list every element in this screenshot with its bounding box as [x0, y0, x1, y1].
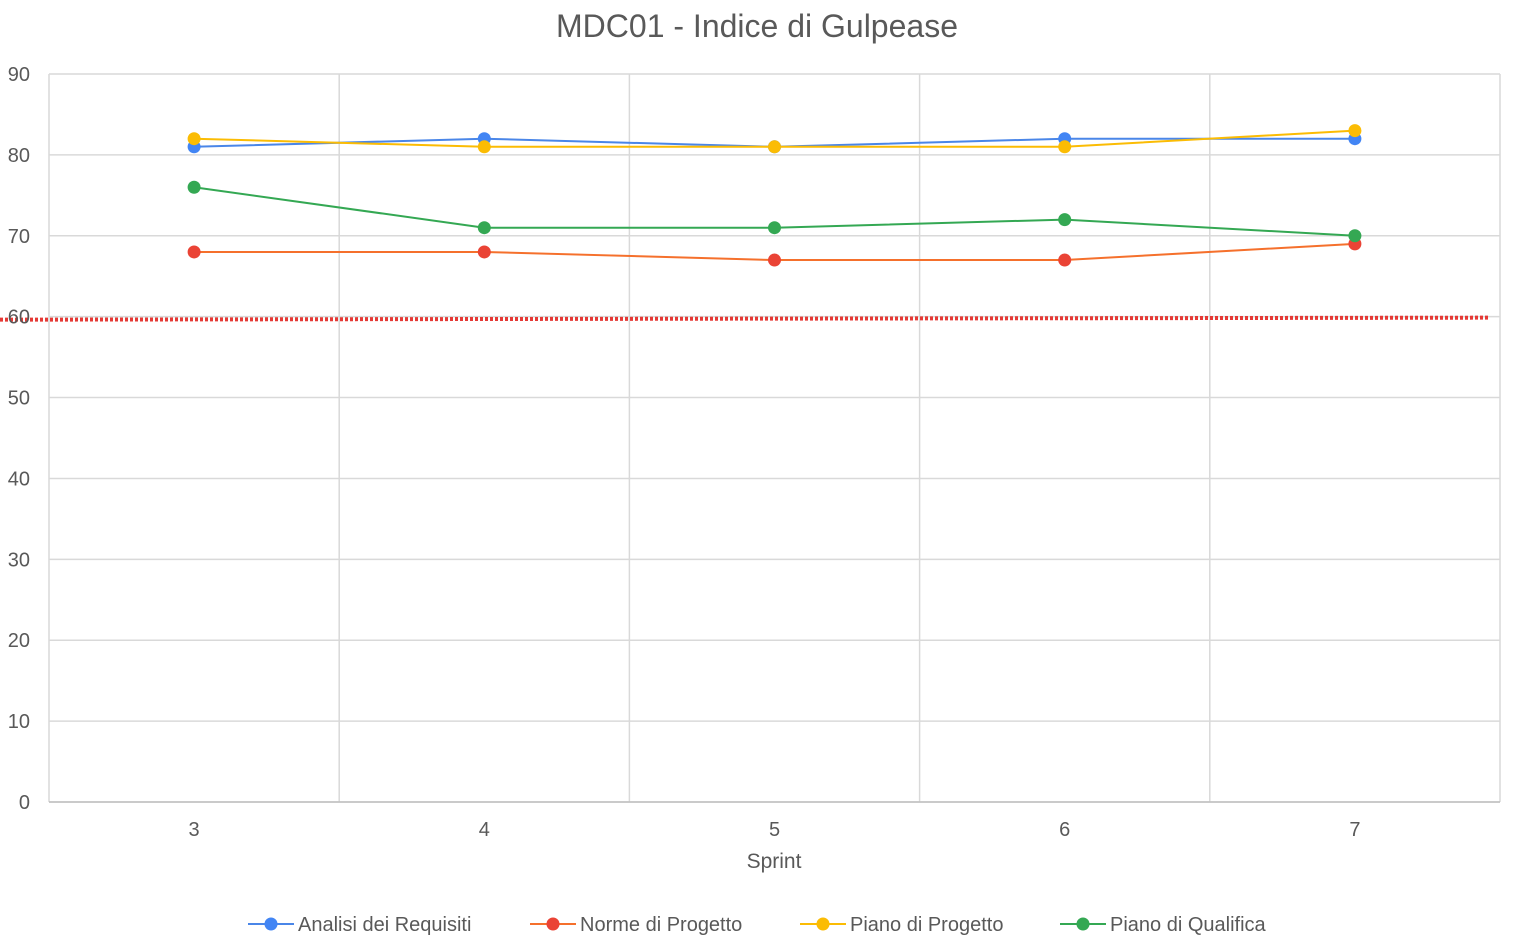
y-tick-label: 80 — [8, 145, 30, 167]
x-tick-label: 7 — [1349, 819, 1360, 841]
data-point — [768, 253, 781, 267]
x-tick-label: 6 — [1059, 819, 1070, 841]
legend-swatch-marker — [1076, 917, 1090, 931]
legend-swatch-marker — [264, 917, 278, 931]
y-axis-ticks: 0 10 20 30 40 50 60 70 80 90 — [8, 64, 30, 814]
data-point — [187, 132, 201, 146]
data-point — [187, 180, 201, 194]
x-tick-label: 5 — [769, 819, 780, 841]
y-tick-label: 40 — [8, 468, 30, 490]
data-point — [1348, 124, 1362, 138]
data-point — [1058, 213, 1072, 227]
legend-label: Piano di Qualifica — [1110, 914, 1267, 936]
y-tick-label: 30 — [8, 549, 30, 571]
data-point — [477, 140, 491, 154]
y-tick-label: 50 — [8, 388, 30, 410]
x-axis-ticks: 3 4 5 6 7 — [189, 819, 1361, 841]
y-tick-label: 70 — [8, 226, 30, 248]
legend-swatch-marker — [546, 917, 560, 931]
legend-label: Norme di Progetto — [580, 914, 742, 936]
chart-title: MDC01 - Indice di Gulpease — [556, 8, 958, 44]
x-tick-label: 3 — [189, 819, 200, 841]
series-layer — [187, 124, 1362, 267]
threshold-line — [0, 315, 1489, 322]
x-axis-title: Sprint — [747, 850, 802, 873]
data-point — [768, 140, 781, 154]
y-tick-label: 60 — [8, 307, 30, 329]
data-point — [768, 221, 781, 235]
legend-label: Piano di Progetto — [850, 914, 1003, 936]
y-tick-label: 20 — [8, 630, 30, 652]
data-point — [477, 221, 491, 235]
data-point — [477, 245, 491, 259]
legend: Analisi dei Requisiti Norme di Progetto Pi… — [248, 914, 1267, 936]
y-tick-label: 0 — [19, 792, 30, 814]
y-tick-label: 90 — [8, 64, 30, 86]
grid — [48, 73, 1501, 803]
legend-label: Analisi dei Requisiti — [298, 914, 471, 936]
data-point — [187, 245, 201, 259]
threshold-layer — [0, 315, 1489, 322]
x-tick-label: 4 — [479, 819, 490, 841]
data-point — [1058, 140, 1072, 154]
legend-swatch-marker — [816, 917, 830, 931]
y-tick-label: 10 — [8, 711, 30, 733]
data-point — [1058, 253, 1072, 267]
data-point — [1348, 229, 1362, 243]
